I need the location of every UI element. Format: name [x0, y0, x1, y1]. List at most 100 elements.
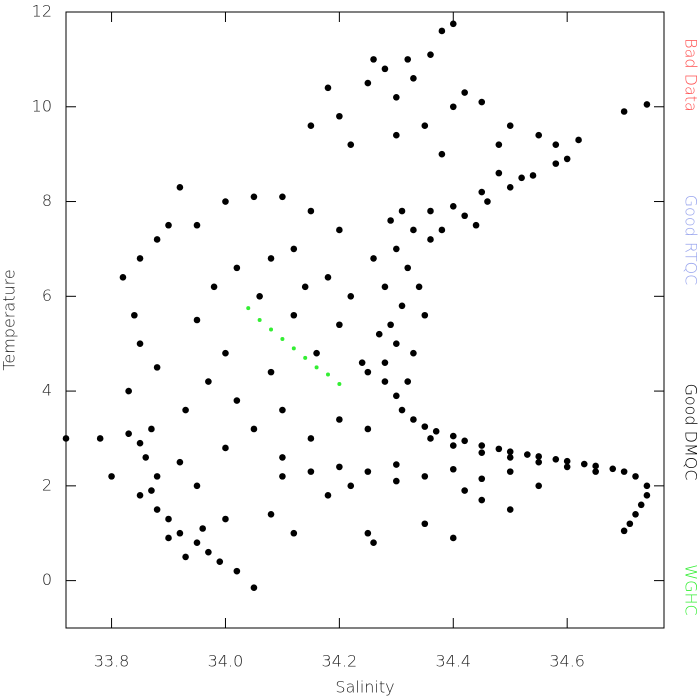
point [393, 392, 400, 400]
point [518, 174, 525, 182]
point [449, 534, 457, 542]
y-tick-label: 8 [42, 191, 52, 210]
point [370, 255, 377, 262]
point [199, 525, 206, 532]
point [449, 20, 457, 28]
point [246, 306, 251, 311]
point [279, 406, 286, 414]
point [307, 468, 315, 475]
point [421, 122, 429, 130]
plot-frame [65, 11, 665, 629]
point [364, 425, 372, 433]
point [478, 496, 486, 504]
point [381, 378, 389, 385]
point [153, 473, 161, 480]
point [387, 321, 394, 329]
point [461, 89, 468, 96]
point [478, 449, 486, 456]
point [176, 529, 184, 537]
point [267, 510, 275, 518]
point [336, 416, 343, 423]
point [393, 477, 400, 485]
point [364, 468, 372, 475]
point [336, 321, 343, 329]
point [552, 456, 560, 463]
y-tick-label: 0 [42, 570, 52, 589]
point [364, 368, 372, 376]
x-tick-label: 33.8 [94, 652, 130, 671]
point [269, 327, 274, 332]
point [233, 397, 241, 404]
point [347, 482, 355, 490]
legend-label: WGHC [682, 564, 700, 615]
point [506, 506, 514, 513]
point [592, 462, 599, 470]
point [324, 274, 332, 281]
point [495, 169, 503, 177]
point [393, 245, 400, 253]
point [250, 584, 258, 592]
point [398, 406, 406, 414]
point [398, 207, 406, 215]
point [393, 461, 400, 468]
point [205, 548, 212, 556]
legend-label: Bad Data [682, 38, 700, 112]
point [307, 122, 315, 130]
point [404, 378, 412, 385]
point [421, 423, 429, 430]
point [256, 293, 263, 300]
point [233, 264, 241, 272]
point [415, 283, 423, 291]
point [432, 428, 440, 435]
point [96, 435, 104, 442]
point [580, 460, 588, 468]
point [222, 444, 229, 452]
point [313, 349, 320, 357]
point [552, 141, 560, 148]
point [506, 448, 514, 456]
point [535, 131, 543, 139]
point [393, 131, 400, 139]
point [427, 51, 434, 58]
point [279, 454, 286, 461]
point [421, 311, 429, 319]
point [279, 193, 286, 201]
point [449, 442, 457, 449]
point [153, 364, 161, 371]
point [303, 355, 308, 360]
point [125, 387, 132, 395]
point [336, 112, 343, 120]
point [410, 416, 417, 423]
point [381, 359, 389, 366]
y-tick-label: 6 [42, 286, 52, 305]
point [438, 226, 446, 234]
point [347, 293, 355, 300]
point [449, 432, 457, 440]
point [222, 349, 229, 357]
x-tick-label: 34.2 [322, 652, 358, 671]
point [307, 435, 315, 442]
point [506, 454, 514, 461]
point [387, 217, 394, 224]
point [381, 65, 389, 73]
point [267, 368, 275, 376]
point [364, 529, 372, 537]
point [125, 430, 132, 438]
point [222, 198, 229, 205]
point [279, 473, 286, 480]
point [506, 184, 514, 191]
point [592, 468, 599, 475]
point [449, 202, 457, 210]
point [250, 193, 258, 201]
point [307, 207, 315, 215]
point [410, 75, 417, 82]
point [176, 184, 184, 191]
point [506, 122, 514, 130]
point [108, 473, 115, 480]
point [347, 141, 355, 148]
point [632, 510, 639, 518]
point [535, 458, 543, 466]
point [301, 283, 309, 291]
point [643, 101, 651, 108]
y-tick-label: 12 [32, 2, 52, 21]
